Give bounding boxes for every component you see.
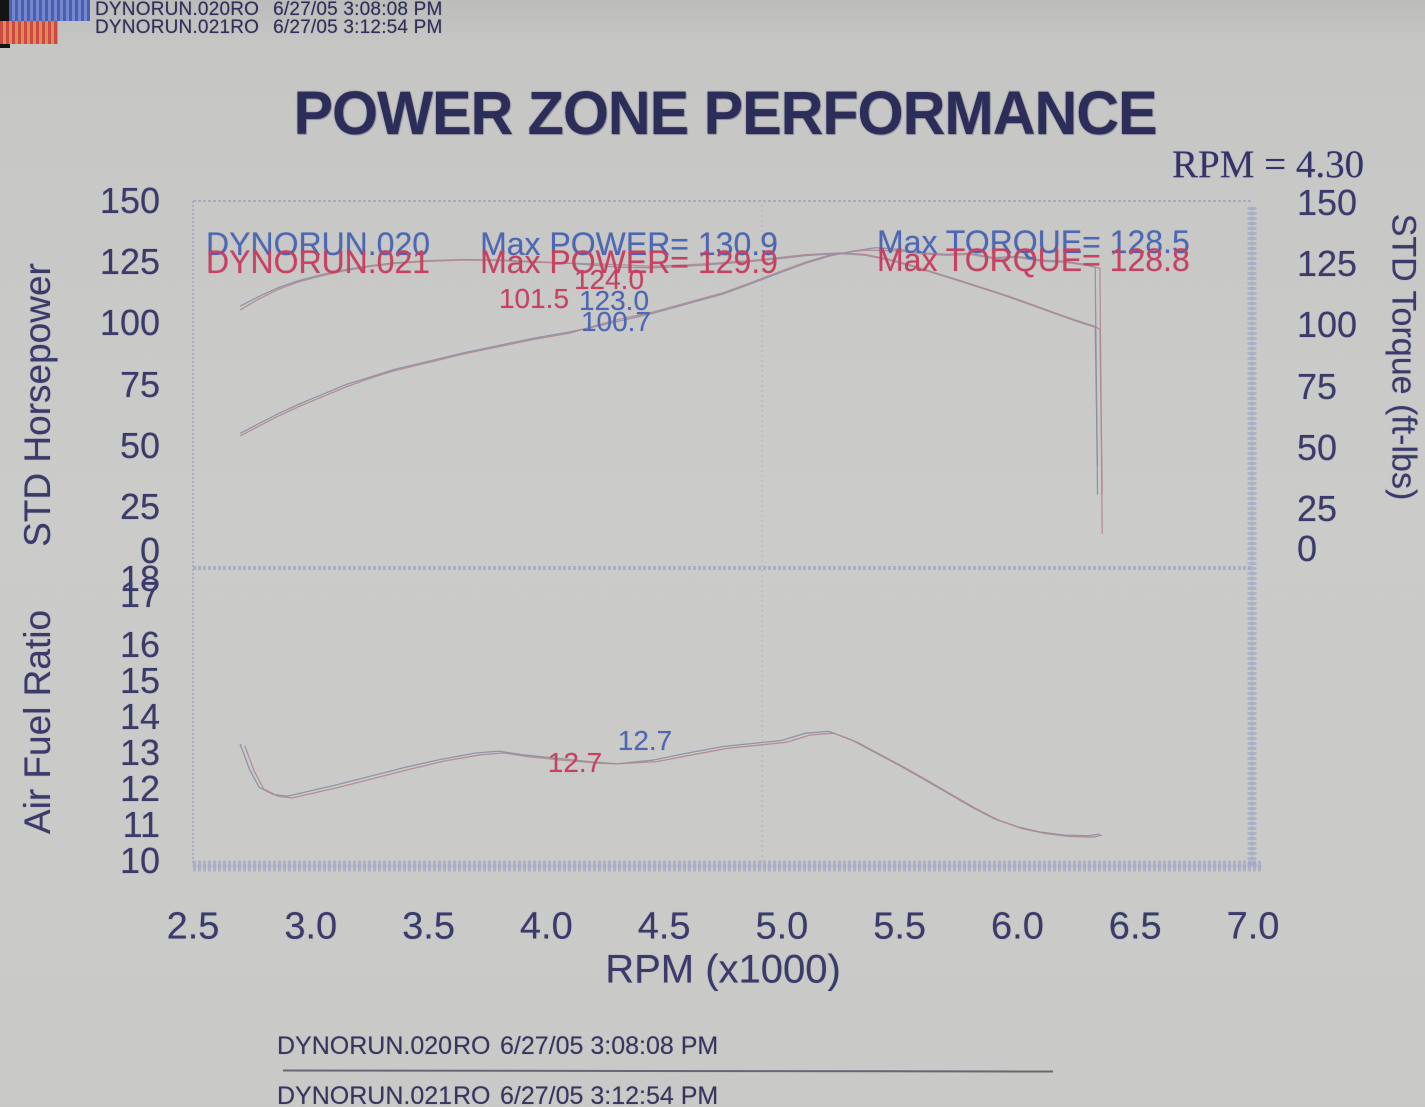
curve-power-dynorun-020 — [239, 247, 1099, 495]
cursor-value-label-0-1: 101.5 — [498, 283, 570, 314]
cursor-value-label-0-2: 123.0 — [578, 285, 650, 316]
hp-tick-75: 75 — [119, 363, 160, 405]
footer-row-1-datetime: 6/27/05 3:08:08 PM — [500, 1032, 719, 1060]
torque-tick-50: 50 — [1297, 426, 1338, 468]
x-tick-3.5: 3.5 — [402, 905, 455, 948]
footer-row-2-code: RO — [453, 1082, 491, 1107]
run2-color-swatch-icon — [0, 21, 58, 44]
cursor-value-label-1-1: 12.7 — [617, 725, 673, 756]
legend-run1-power: DYNORUN.020 Max POWER= 130.9 — [206, 226, 778, 263]
curve-torque-dynorun-021 — [239, 252, 1103, 495]
run1-color-swatch-icon — [9, 0, 90, 21]
curve-power-dynorun-021 — [239, 249, 1103, 534]
legend-run2-file: DYNORUN.021 — [206, 244, 431, 280]
x-axis-title: RPM (x1000) — [605, 947, 841, 992]
curve-afr-dynorun-021 — [244, 732, 1103, 838]
header-run-1-file: DYNORUN.020RO — [95, 0, 260, 20]
torque-tick-125: 125 — [1297, 243, 1358, 285]
hp-tick-50: 50 — [119, 424, 160, 466]
hp-tick-25: 25 — [119, 485, 160, 527]
cursor-value-label-0-0: 124.0 — [573, 264, 645, 295]
cursor-value-label-0-3: 100.7 — [580, 306, 652, 337]
afr-tick-11: 11 — [122, 804, 160, 845]
hp-tick-125: 125 — [99, 241, 160, 283]
x-tick-6.5: 6.5 — [1108, 905, 1162, 948]
legend-run1-max-torque: Max TORQUE= 128.5 — [877, 224, 1190, 260]
legend-run2-power: DYNORUN.021 Max POWER= 129.9 — [206, 244, 778, 281]
x-tick-7.0: 7.0 — [1226, 905, 1280, 948]
afr-tick-16: 16 — [119, 624, 160, 665]
legend-run2-max-power: Max POWER= 129.9 — [480, 244, 778, 280]
afr-tick-13: 13 — [119, 732, 160, 773]
hp-tick-100: 100 — [99, 302, 160, 344]
header-run-2-datetime: 6/27/05 3:12:54 PM — [273, 17, 443, 38]
footer-row-1-code: RO — [453, 1032, 491, 1060]
footer-row-2-file: DYNORUN.021 — [277, 1082, 453, 1107]
x-tick-4.5: 4.5 — [637, 905, 691, 948]
torque-tick-150: 150 — [1297, 182, 1358, 223]
afr-tick-10: 10 — [119, 840, 160, 881]
afr-tick-14: 14 — [119, 696, 160, 737]
hp-tick-150: 150 — [99, 180, 160, 221]
x-tick-4.0: 4.0 — [519, 905, 573, 948]
torque-axis-title: STD Torque (ft-lbs) — [1384, 213, 1423, 501]
torque-tick-100: 100 — [1297, 304, 1358, 346]
x-tick-5.0: 5.0 — [755, 905, 809, 948]
afr-tick-17: 17 — [119, 574, 160, 615]
legend-run2-max-torque: Max TORQUE= 128.8 — [877, 242, 1190, 278]
torque-tick-75: 75 — [1297, 365, 1338, 407]
header-run-2-file: DYNORUN.021RO — [95, 17, 260, 38]
torque-tick-0: 0 — [1297, 528, 1318, 569]
cursor-value-label-1-0: 12.7 — [547, 747, 603, 778]
footer-row-2-datetime: 6/27/05 3:12:54 PM — [500, 1082, 719, 1107]
footer-row-1-file: DYNORUN.020 — [277, 1032, 453, 1060]
afr-tick-18: 18 — [119, 558, 160, 599]
legend-run1-file: DYNORUN.020 — [206, 226, 431, 262]
afr-axis-title: Air Fuel Ratio — [17, 609, 58, 835]
header-run-2: DYNORUN.021RO 6/27/05 3:12:54 PM — [95, 17, 443, 39]
rpm-cursor-readout: RPM = 4.30 — [1172, 143, 1365, 186]
page-title: POWER ZONE PERFORMANCE — [293, 79, 1158, 147]
header-run-1: DYNORUN.020RO 6/27/05 3:08:08 PM — [95, 0, 443, 21]
x-tick-2.5: 2.5 — [166, 905, 220, 948]
legend-run1-max-power: Max POWER= 130.9 — [480, 226, 778, 262]
torque-tick-25: 25 — [1297, 487, 1338, 529]
x-tick-6.0: 6.0 — [991, 905, 1044, 948]
hp-tick-0: 0 — [139, 530, 160, 571]
curve-torque-dynorun-020 — [239, 252, 1099, 466]
afr-tick-12: 12 — [119, 768, 160, 809]
x-tick-5.5: 5.5 — [873, 905, 927, 948]
x-tick-3.0: 3.0 — [284, 905, 338, 948]
header-run-1-datetime: 6/27/05 3:08:08 PM — [273, 0, 443, 20]
hp-axis-title: STD Horsepower — [17, 263, 58, 547]
afr-tick-15: 15 — [119, 660, 160, 701]
